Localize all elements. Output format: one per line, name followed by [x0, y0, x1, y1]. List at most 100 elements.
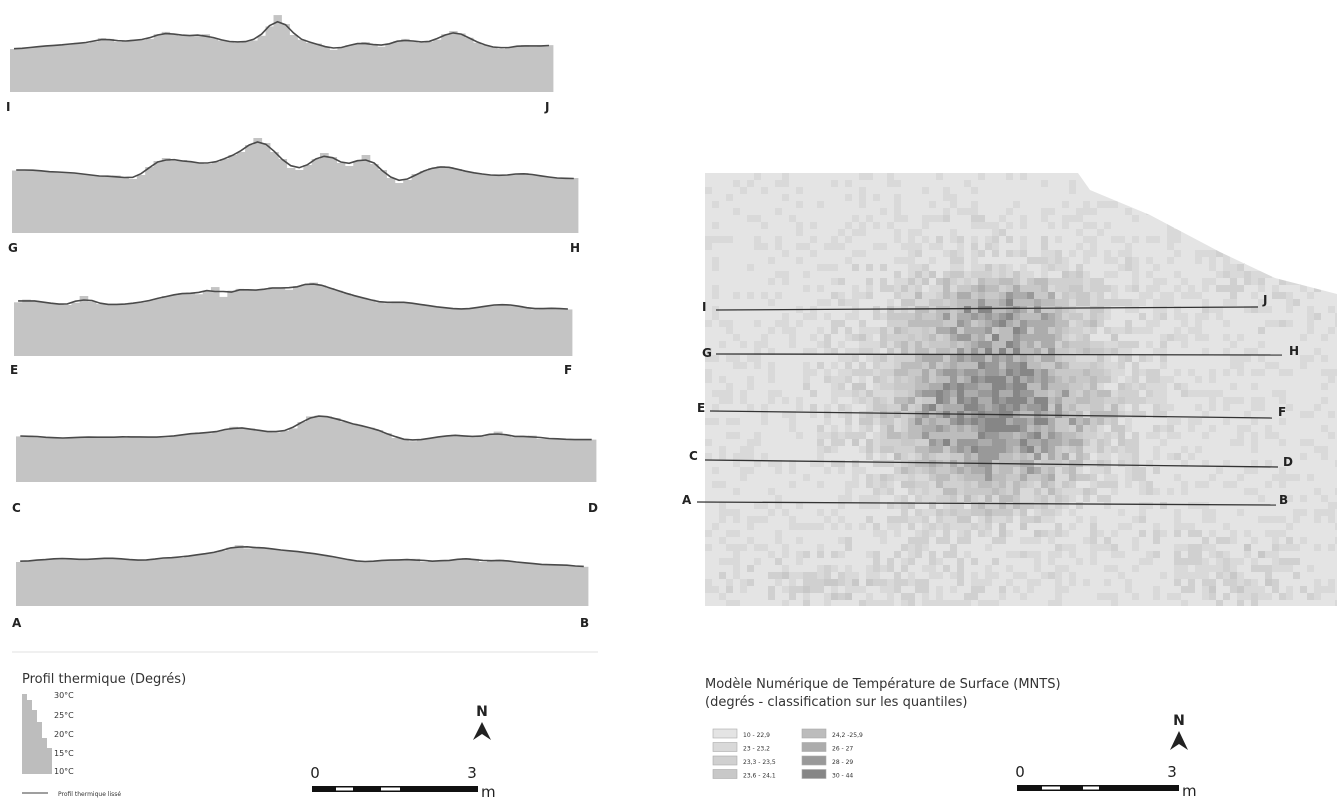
- map-cell: [1160, 474, 1167, 481]
- map-cell: [971, 495, 978, 502]
- profile-bar: [342, 293, 351, 356]
- map-cell: [1286, 194, 1293, 201]
- map-cell: [901, 299, 908, 306]
- map-cell: [1244, 236, 1251, 243]
- map-cell: [1188, 376, 1195, 383]
- map-cell: [922, 180, 929, 187]
- map-cell: [1076, 369, 1083, 376]
- map-cell: [796, 299, 803, 306]
- map-cell: [866, 439, 873, 446]
- map-cell: [1111, 194, 1118, 201]
- map-cell: [1062, 411, 1069, 418]
- map-cell: [943, 488, 950, 495]
- profile-bar: [61, 172, 71, 233]
- map-cell: [1139, 418, 1146, 425]
- map-cell: [761, 341, 768, 348]
- map-cell: [803, 467, 810, 474]
- map-cell: [1160, 404, 1167, 411]
- map-cell: [761, 481, 768, 488]
- map-cell: [1335, 369, 1337, 376]
- map-cell: [1286, 418, 1293, 425]
- map-cell: [761, 467, 768, 474]
- map-cell: [929, 439, 936, 446]
- map-cell: [740, 334, 747, 341]
- map-cell: [810, 383, 817, 390]
- profile-bar: [382, 433, 392, 482]
- map-cell: [1188, 278, 1195, 285]
- map-cell: [761, 243, 768, 250]
- map-cell: [775, 474, 782, 481]
- map-cell: [1153, 187, 1160, 194]
- profile-bar: [459, 435, 469, 482]
- map-cell: [992, 278, 999, 285]
- map-cell: [999, 194, 1006, 201]
- map-cell: [747, 250, 754, 257]
- map-cell: [1027, 222, 1034, 229]
- map-cell: [1055, 446, 1062, 453]
- map-cell: [1251, 488, 1258, 495]
- map-cell: [999, 271, 1006, 278]
- map-cell: [1167, 299, 1174, 306]
- map-cell: [992, 250, 999, 257]
- map-cell: [705, 187, 712, 194]
- map-cell: [831, 453, 838, 460]
- map-cell: [1202, 453, 1209, 460]
- map-cell: [1125, 411, 1132, 418]
- map-cell: [1139, 313, 1146, 320]
- map-cell: [1237, 271, 1244, 278]
- map-cell: [740, 516, 747, 523]
- profile-bar: [170, 161, 179, 233]
- map-cell: [768, 383, 775, 390]
- map-cell: [782, 194, 789, 201]
- map-cell: [1132, 341, 1139, 348]
- map-cell: [971, 453, 978, 460]
- map-cell: [1076, 180, 1083, 187]
- map-cell: [1328, 348, 1335, 355]
- map-cell: [1279, 208, 1286, 215]
- map-cell: [999, 523, 1006, 530]
- map-cell: [803, 327, 810, 334]
- map-cell: [859, 432, 866, 439]
- map-cell: [978, 432, 985, 439]
- map-cell: [1104, 376, 1111, 383]
- map-cell: [985, 264, 992, 271]
- map-cell: [873, 327, 880, 334]
- map-cell: [845, 439, 852, 446]
- map-cell: [845, 215, 852, 222]
- map-cell: [1293, 467, 1300, 474]
- map-cell: [1321, 215, 1328, 222]
- temperature-map: I JG HE FC DA B: [682, 173, 1337, 606]
- map-cell: [1335, 446, 1337, 453]
- map-cell: [922, 194, 929, 201]
- map-cell: [873, 495, 880, 502]
- map-cell: [705, 404, 712, 411]
- map-cell: [782, 299, 789, 306]
- map-cell: [1251, 257, 1258, 264]
- map-cell: [1139, 201, 1146, 208]
- map-cell: [1335, 362, 1337, 369]
- map-cell: [1286, 516, 1293, 523]
- profile-bar: [104, 304, 113, 356]
- map-cell: [1272, 425, 1279, 432]
- map-cell: [1195, 376, 1202, 383]
- map-cell: [796, 327, 803, 334]
- map-cell: [880, 320, 887, 327]
- map-cell: [915, 502, 922, 509]
- map-cell: [1174, 187, 1181, 194]
- map-cell: [1265, 369, 1272, 376]
- map-cell: [1083, 257, 1090, 264]
- map-cell: [1069, 369, 1076, 376]
- map-cell: [1258, 341, 1265, 348]
- profile-bar: [544, 438, 554, 482]
- map-cell: [1216, 341, 1223, 348]
- map-cell: [1048, 355, 1055, 362]
- map-cell: [1174, 523, 1181, 530]
- map-cell: [1272, 404, 1279, 411]
- map-cell: [1153, 250, 1160, 257]
- map-cell: [1125, 523, 1132, 530]
- map-cell: [782, 390, 789, 397]
- map-cell: [1055, 481, 1062, 488]
- map-cell: [915, 411, 922, 418]
- map-cell: [1321, 411, 1328, 418]
- map-cell: [803, 446, 810, 453]
